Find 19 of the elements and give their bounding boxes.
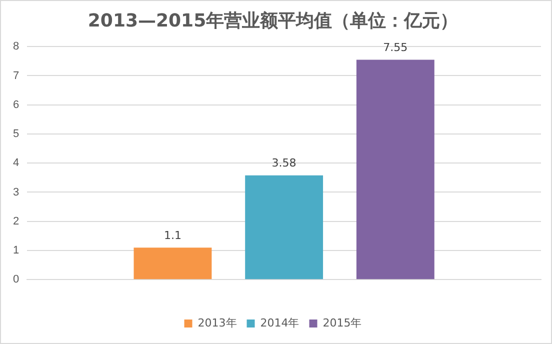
y-tick-label: 1 — [12, 244, 20, 257]
y-tick-label: 2 — [12, 215, 20, 228]
bar — [356, 60, 434, 280]
bar — [134, 248, 212, 280]
y-tick-label: 7 — [12, 70, 20, 82]
y-tick-label: 5 — [12, 128, 20, 140]
bar — [245, 175, 324, 280]
data-label: 3.58 — [272, 156, 296, 170]
legend-label: 2014年 — [260, 316, 300, 330]
legend-label: 2015年 — [322, 316, 362, 330]
y-tick-label: 0 — [12, 274, 20, 286]
chart-title: 2013—2015年营业额平均值（单位：亿元） — [88, 10, 458, 32]
y-tick-label: 3 — [12, 186, 20, 198]
y-tick-label: 6 — [12, 98, 20, 111]
data-label: 1.1 — [164, 228, 182, 242]
data-label: 7.55 — [383, 41, 408, 54]
y-tick-label: 8 — [12, 40, 20, 53]
legend-label: 2013年 — [198, 316, 237, 330]
y-tick-label: 4 — [12, 157, 20, 170]
